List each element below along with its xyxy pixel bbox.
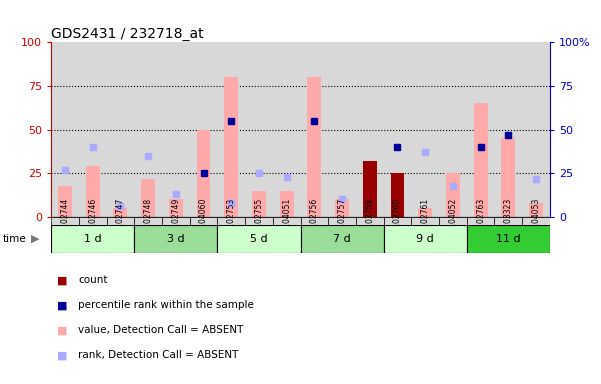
Bar <box>474 103 487 217</box>
Bar <box>501 138 515 217</box>
Bar <box>529 203 543 217</box>
Bar <box>51 42 79 217</box>
FancyBboxPatch shape <box>134 217 162 225</box>
Text: GSM104051: GSM104051 <box>282 198 291 244</box>
FancyBboxPatch shape <box>106 217 134 225</box>
Text: 9 d: 9 d <box>416 234 434 244</box>
Text: 3 d: 3 d <box>167 234 185 244</box>
FancyBboxPatch shape <box>522 217 550 225</box>
FancyBboxPatch shape <box>190 217 218 225</box>
Text: GSM104053: GSM104053 <box>531 198 540 244</box>
Text: GSM102758: GSM102758 <box>365 198 374 244</box>
Bar <box>391 175 404 217</box>
Bar <box>58 185 72 217</box>
Bar <box>335 200 349 217</box>
Bar <box>391 173 404 217</box>
Bar <box>114 208 127 217</box>
Text: ■: ■ <box>57 275 67 285</box>
FancyBboxPatch shape <box>300 225 383 253</box>
Text: GSM102749: GSM102749 <box>171 198 180 244</box>
Bar <box>279 191 293 217</box>
Bar <box>300 42 328 217</box>
Bar <box>411 42 439 217</box>
Text: time: time <box>3 234 26 244</box>
Bar <box>383 42 411 217</box>
Text: GSM102763: GSM102763 <box>476 198 485 244</box>
Text: GSM102761: GSM102761 <box>421 198 430 244</box>
Text: GSM102756: GSM102756 <box>310 198 319 244</box>
FancyBboxPatch shape <box>495 217 522 225</box>
Text: GSM102753: GSM102753 <box>227 198 236 244</box>
FancyBboxPatch shape <box>79 217 106 225</box>
Text: ■: ■ <box>57 300 67 310</box>
Text: GSM102744: GSM102744 <box>61 198 70 244</box>
Text: ■: ■ <box>57 325 67 335</box>
Text: 5 d: 5 d <box>250 234 267 244</box>
FancyBboxPatch shape <box>134 225 218 253</box>
Bar <box>245 42 273 217</box>
FancyBboxPatch shape <box>383 217 411 225</box>
Bar <box>356 42 383 217</box>
FancyBboxPatch shape <box>245 217 273 225</box>
Bar <box>328 42 356 217</box>
Text: GSM103323: GSM103323 <box>504 198 513 244</box>
Bar <box>86 166 100 217</box>
Bar <box>141 179 155 217</box>
Bar <box>439 42 467 217</box>
Bar <box>273 42 300 217</box>
Bar <box>495 42 522 217</box>
Bar <box>106 42 134 217</box>
Text: GSM102760: GSM102760 <box>393 198 402 244</box>
Bar <box>224 77 238 217</box>
FancyBboxPatch shape <box>467 225 550 253</box>
Bar <box>446 173 460 217</box>
FancyBboxPatch shape <box>411 217 439 225</box>
Text: ■: ■ <box>57 350 67 360</box>
Text: 1 d: 1 d <box>84 234 102 244</box>
FancyBboxPatch shape <box>328 217 356 225</box>
Text: GSM104060: GSM104060 <box>199 198 208 244</box>
Text: GSM104052: GSM104052 <box>448 198 457 244</box>
FancyBboxPatch shape <box>218 225 300 253</box>
Text: count: count <box>78 275 108 285</box>
FancyBboxPatch shape <box>383 225 467 253</box>
Bar <box>79 42 106 217</box>
Text: percentile rank within the sample: percentile rank within the sample <box>78 300 254 310</box>
FancyBboxPatch shape <box>300 217 328 225</box>
Text: 11 d: 11 d <box>496 234 520 244</box>
Bar <box>467 42 495 217</box>
Bar <box>418 208 432 217</box>
Bar <box>252 191 266 217</box>
Text: rank, Detection Call = ABSENT: rank, Detection Call = ABSENT <box>78 350 239 360</box>
FancyBboxPatch shape <box>439 217 467 225</box>
Text: ▶: ▶ <box>31 234 40 244</box>
FancyBboxPatch shape <box>162 217 190 225</box>
Bar <box>522 42 550 217</box>
Bar <box>197 130 210 217</box>
Bar <box>363 161 377 217</box>
Bar <box>218 42 245 217</box>
FancyBboxPatch shape <box>51 217 79 225</box>
Bar <box>190 42 218 217</box>
FancyBboxPatch shape <box>356 217 383 225</box>
FancyBboxPatch shape <box>218 217 245 225</box>
Text: value, Detection Call = ABSENT: value, Detection Call = ABSENT <box>78 325 243 335</box>
Bar <box>169 200 183 217</box>
Text: GSM102747: GSM102747 <box>116 198 125 244</box>
Text: GSM102746: GSM102746 <box>88 198 97 244</box>
Text: GSM102757: GSM102757 <box>338 198 347 244</box>
FancyBboxPatch shape <box>51 225 134 253</box>
Bar <box>308 77 322 217</box>
Bar <box>134 42 162 217</box>
FancyBboxPatch shape <box>467 217 495 225</box>
Bar <box>363 173 377 217</box>
Text: 7 d: 7 d <box>333 234 351 244</box>
Text: GDS2431 / 232718_at: GDS2431 / 232718_at <box>51 27 204 41</box>
Bar <box>162 42 190 217</box>
FancyBboxPatch shape <box>273 217 300 225</box>
Text: GSM102748: GSM102748 <box>144 198 153 244</box>
Text: GSM102755: GSM102755 <box>254 198 263 244</box>
